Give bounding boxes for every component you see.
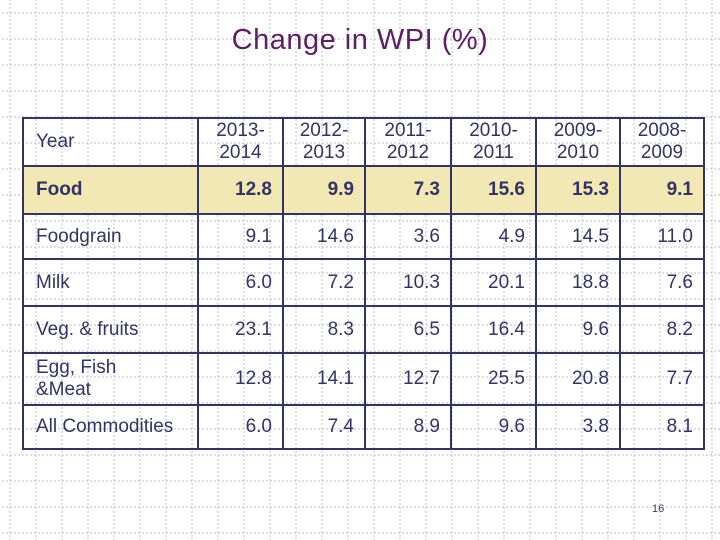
value-cell: 14.6 (282, 213, 366, 260)
table-row-veg-fruits: Veg. & fruits 23.1 8.3 6.5 16.4 9.6 8.2 (22, 305, 705, 354)
table-row-food: Food 12.8 9.9 7.3 15.6 15.3 9.1 (22, 165, 705, 215)
value-cell: 8.3 (282, 305, 366, 354)
value-cell: 20.1 (450, 258, 537, 307)
value-cell: 6.0 (197, 258, 284, 307)
value-cell: 7.4 (282, 404, 366, 450)
value-cell: 9.1 (197, 213, 284, 260)
table-header-row: Year 2013- 2014 2012- 2013 2011- 2012 20… (22, 117, 705, 167)
value-cell: 9.9 (282, 165, 366, 215)
page-number: 16 (652, 503, 665, 515)
value-cell: 4.9 (450, 213, 537, 260)
value-cell: 15.3 (535, 165, 621, 215)
row-label-cell: All Commodities (22, 404, 199, 450)
col-header-2012-2013: 2012- 2013 (282, 117, 366, 167)
row-label-cell: Foodgrain (22, 213, 199, 260)
table-row-all-commodities: All Commodities 6.0 7.4 8.9 9.6 3.8 8.1 (22, 404, 705, 450)
row-label-cell: Egg, Fish &Meat (22, 352, 199, 406)
row-label-cell: Food (22, 165, 199, 215)
row-label-cell: Veg. & fruits (22, 305, 199, 354)
value-cell: 14.1 (282, 352, 366, 406)
year-header-cell: Year (22, 117, 199, 167)
slide-title: Change in WPI (%) (231, 24, 489, 56)
col-header-2010-2011: 2010- 2011 (450, 117, 537, 167)
col-header-2009-2010: 2009- 2010 (535, 117, 621, 167)
value-cell: 20.8 (535, 352, 621, 406)
value-cell: 12.8 (197, 165, 284, 215)
value-cell: 23.1 (197, 305, 284, 354)
col-header-2008-2009: 2008- 2009 (619, 117, 705, 167)
wpi-table: Year 2013- 2014 2012- 2013 2011- 2012 20… (22, 117, 705, 450)
value-cell: 8.9 (364, 404, 452, 450)
table-row-egg-fish-meat: Egg, Fish &Meat 12.8 14.1 12.7 25.5 20.8… (22, 352, 705, 406)
value-cell: 25.5 (450, 352, 537, 406)
value-cell: 7.3 (364, 165, 452, 215)
table-row-milk: Milk 6.0 7.2 10.3 20.1 18.8 7.6 (22, 258, 705, 307)
col-header-2011-2012: 2011- 2012 (364, 117, 452, 167)
value-cell: 11.0 (619, 213, 705, 260)
value-cell: 3.6 (364, 213, 452, 260)
value-cell: 7.7 (619, 352, 705, 406)
value-cell: 12.7 (364, 352, 452, 406)
value-cell: 9.6 (450, 404, 537, 450)
value-cell: 10.3 (364, 258, 452, 307)
value-cell: 16.4 (450, 305, 537, 354)
value-cell: 3.8 (535, 404, 621, 450)
value-cell: 12.8 (197, 352, 284, 406)
table-row-foodgrain: Foodgrain 9.1 14.6 3.6 4.9 14.5 11.0 (22, 213, 705, 260)
value-cell: 9.6 (535, 305, 621, 354)
value-cell: 8.1 (619, 404, 705, 450)
value-cell: 15.6 (450, 165, 537, 215)
value-cell: 7.2 (282, 258, 366, 307)
value-cell: 14.5 (535, 213, 621, 260)
value-cell: 18.8 (535, 258, 621, 307)
row-label-cell: Milk (22, 258, 199, 307)
value-cell: 6.0 (197, 404, 284, 450)
value-cell: 8.2 (619, 305, 705, 354)
value-cell: 6.5 (364, 305, 452, 354)
value-cell: 9.1 (619, 165, 705, 215)
col-header-2013-2014: 2013- 2014 (197, 117, 284, 167)
value-cell: 7.6 (619, 258, 705, 307)
